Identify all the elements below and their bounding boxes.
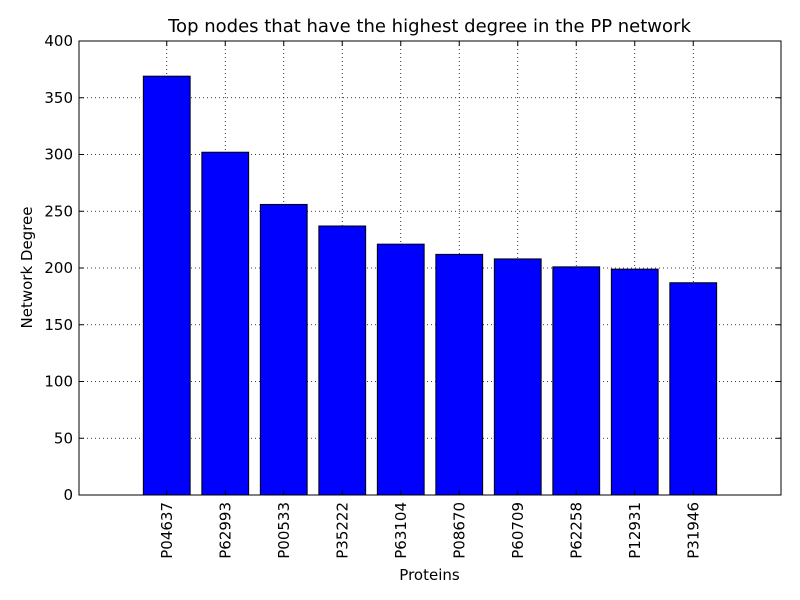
bar-P62258 [552, 266, 601, 496]
bar-P31946 [669, 282, 718, 496]
x-tick-label: P62993 [216, 502, 234, 559]
bar-P60709 [493, 258, 542, 496]
plot-frame [78, 40, 782, 496]
bar-P04637 [142, 75, 191, 496]
y-tick-label: 100 [44, 373, 73, 391]
y-tick-label: 250 [44, 202, 73, 220]
x-tick-label: P04637 [158, 502, 176, 559]
x-tick-label: P62258 [567, 502, 585, 559]
ticks: 0 50 100 150 200 250 300 350 400 P04637 P62993 P005… [44, 32, 781, 559]
grid [79, 41, 781, 495]
y-tick-label: 200 [44, 259, 73, 277]
bar-P00533 [259, 203, 308, 496]
x-axis-label: Proteins [399, 566, 460, 584]
bar-P12931 [610, 268, 659, 496]
bar-P08670 [435, 253, 484, 496]
x-tick-label: P00533 [275, 502, 293, 559]
x-tick-label: P60709 [509, 502, 527, 559]
bar-P35222 [318, 225, 367, 496]
y-tick-label: 50 [54, 429, 73, 447]
bars [142, 75, 718, 496]
y-tick-label: 400 [44, 32, 73, 50]
x-tick-label: P31946 [684, 502, 702, 559]
x-tick-label: P08670 [450, 502, 468, 559]
y-axis-label: Network Degree [18, 207, 36, 329]
x-tick-label: P12931 [626, 502, 644, 559]
y-tick-label: 150 [44, 316, 73, 334]
y-tick-label: 350 [44, 89, 73, 107]
x-tick-label: P63104 [392, 502, 410, 559]
bar-P63104 [376, 243, 425, 496]
chart-title: Top nodes that have the highest degree i… [167, 16, 691, 37]
bar-P62993 [201, 151, 250, 496]
y-tick-label: 300 [44, 146, 73, 164]
x-tick-label: P35222 [333, 502, 351, 559]
y-tick-label: 0 [63, 486, 73, 504]
